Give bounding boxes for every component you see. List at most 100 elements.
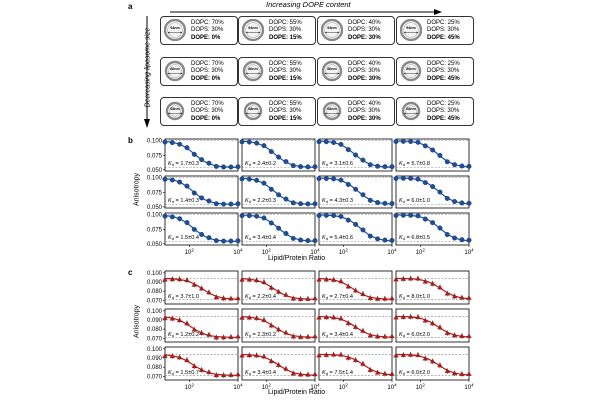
x-tick-label: 104 xyxy=(310,383,320,390)
data-point xyxy=(261,180,267,186)
data-point xyxy=(312,164,318,170)
data-point xyxy=(422,278,428,284)
y-tick-label: 0.070 xyxy=(147,374,163,380)
data-point xyxy=(177,216,183,222)
dopc-value: DOPC: 40% xyxy=(348,101,381,107)
data-point xyxy=(331,139,337,145)
data-point xyxy=(162,353,168,358)
dope-value: DOPE: 15% xyxy=(269,34,302,41)
subplot-frame xyxy=(395,270,470,305)
data-point xyxy=(191,281,197,287)
liposome-card: 86nm DOPC: 55% DOPS: 30% DOPE: 15% xyxy=(238,57,316,86)
data-point xyxy=(382,295,388,301)
liposome-icon: 68nm xyxy=(400,100,422,122)
data-point xyxy=(169,276,175,282)
data-point xyxy=(221,238,227,244)
dopc-value: DOPC: 40% xyxy=(348,61,381,67)
liposome-icon: 68nm xyxy=(321,100,343,122)
data-point xyxy=(389,371,395,376)
data-point xyxy=(400,175,406,181)
data-point xyxy=(407,313,414,319)
data-point xyxy=(298,164,304,170)
y-tick-label: 0.100 xyxy=(147,213,163,219)
data-point xyxy=(283,159,289,165)
data-point xyxy=(338,177,344,183)
liposome-size-label: 86nm xyxy=(248,67,257,71)
data-point xyxy=(422,143,428,149)
subplot: 0.100 0.075 0.050 Kd = 1.4±0.3 xyxy=(147,175,241,211)
data-point xyxy=(415,314,421,319)
dope-value: DOPE: 0% xyxy=(191,75,221,82)
data-point xyxy=(316,276,322,282)
data-point xyxy=(345,181,351,187)
data-point xyxy=(198,330,205,335)
data-point xyxy=(246,139,252,145)
data-point xyxy=(466,333,472,338)
data-point xyxy=(316,139,322,145)
data-point xyxy=(206,369,212,375)
data-point xyxy=(191,226,197,232)
data-point xyxy=(437,189,443,195)
kd-label: Kd = 1.7±0.3 xyxy=(168,161,199,167)
data-point xyxy=(389,295,395,301)
liposome-size-label: 86nm xyxy=(170,67,179,71)
data-point xyxy=(246,314,252,320)
data-point xyxy=(239,276,245,282)
data-point xyxy=(235,238,241,244)
data-point xyxy=(367,332,373,338)
data-point xyxy=(393,314,399,320)
data-point xyxy=(367,233,373,239)
data-point xyxy=(338,213,344,219)
data-point xyxy=(316,314,322,320)
data-point xyxy=(246,176,252,182)
dops-value: DOPS: 30% xyxy=(427,68,460,75)
data-point xyxy=(331,176,337,182)
dope-value: DOPE: 0% xyxy=(191,115,221,122)
kd-label: Kd = 5.7±0.8 xyxy=(399,161,430,167)
liposome-size-label: 68nm xyxy=(170,107,179,111)
data-point xyxy=(184,145,190,151)
liposome-size-label: 94nm xyxy=(406,26,415,30)
data-point xyxy=(290,235,296,241)
data-point xyxy=(220,334,227,340)
data-point xyxy=(466,295,472,300)
x-tick-label: 102 xyxy=(339,383,349,390)
data-point xyxy=(261,353,267,359)
dopc-value: DOPC: 55% xyxy=(269,20,302,26)
dope-value: DOPE: 15% xyxy=(269,75,302,82)
data-point xyxy=(352,357,359,362)
data-point xyxy=(276,154,282,160)
data-point xyxy=(415,139,421,145)
subplot: 102 104 Kd = 3.4±0.4 xyxy=(239,212,320,255)
data-point xyxy=(235,333,241,339)
data-point xyxy=(389,201,395,207)
data-point xyxy=(323,212,329,218)
data-point xyxy=(360,227,366,233)
data-point xyxy=(430,184,436,190)
data-point xyxy=(437,284,443,290)
data-point xyxy=(235,201,241,207)
subplot: 102 104 Kd = 6.8±0.5 xyxy=(393,212,474,255)
data-point xyxy=(323,276,329,282)
data-point xyxy=(466,237,472,243)
data-point xyxy=(261,279,267,285)
subplot: Kd = 2.2±0.3 xyxy=(239,175,318,209)
data-point xyxy=(169,140,175,146)
data-point xyxy=(360,157,366,163)
subplot: Kd = 2.2±0.4 xyxy=(239,270,318,305)
subplot: 102 104 Kd = 5.4±0.6 xyxy=(316,212,397,255)
data-point xyxy=(330,351,337,357)
data-point xyxy=(360,291,366,296)
data-point xyxy=(367,295,373,301)
data-point xyxy=(459,294,465,300)
data-point xyxy=(261,143,267,149)
data-point xyxy=(213,163,219,169)
kd-label: Kd = 3.4±0.4 xyxy=(322,332,353,338)
data-point xyxy=(466,371,472,376)
data-point xyxy=(400,314,406,319)
y-tick-label: 0.090 xyxy=(147,356,163,362)
composition-text: DOPC: 55% DOPS: 30% DOPE: 15% xyxy=(269,101,302,123)
data-point xyxy=(283,366,289,371)
data-point xyxy=(430,220,436,226)
data-point xyxy=(389,333,395,339)
